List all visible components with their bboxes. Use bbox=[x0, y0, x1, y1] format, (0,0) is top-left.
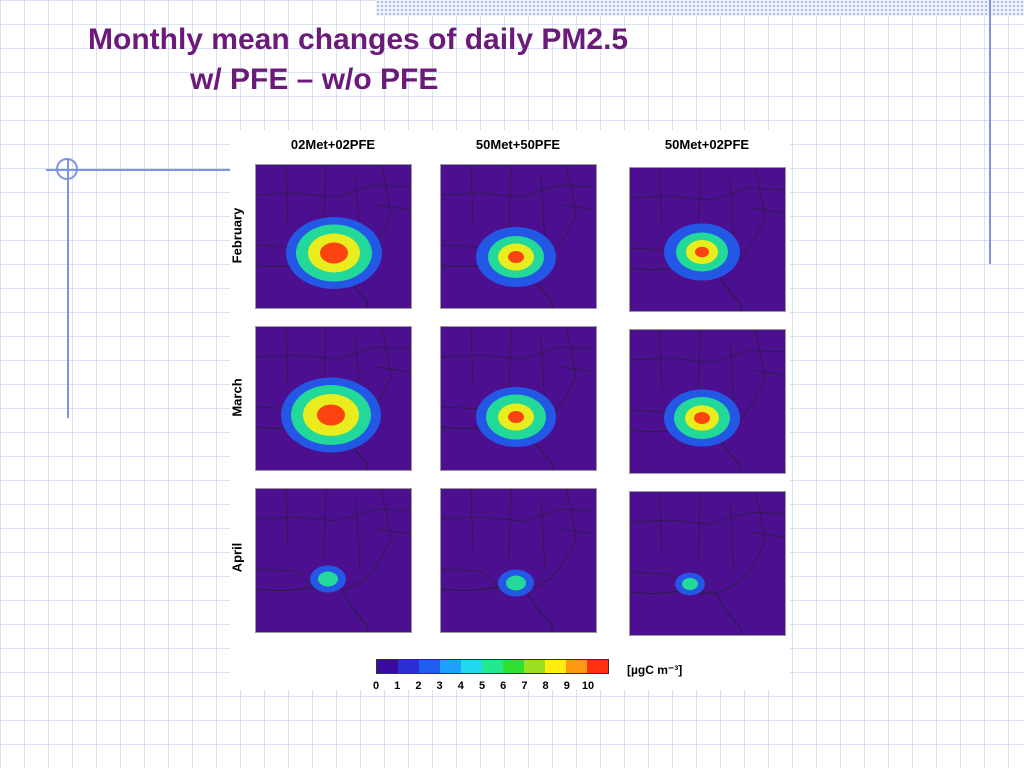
map-panel-march-3 bbox=[629, 329, 786, 474]
colorbar-tick-label: 7 bbox=[521, 680, 528, 692]
decorative-line-horizontal bbox=[46, 169, 230, 171]
map-panel-april-1 bbox=[255, 488, 412, 633]
slide-title: Monthly mean changes of daily PM2.5 w/ P… bbox=[88, 20, 628, 100]
title-line-1: Monthly mean changes of daily PM2.5 bbox=[88, 23, 629, 56]
colorbar-tick-label: 5 bbox=[478, 680, 486, 692]
colorbar-swatch bbox=[440, 660, 461, 673]
map-panel-february-2 bbox=[440, 164, 597, 309]
colorbar-tick-label: 6 bbox=[500, 680, 507, 692]
colorbar-tick-label: 3 bbox=[436, 680, 443, 692]
colorbar-tick-label: 9 bbox=[563, 680, 570, 692]
colorbar-swatch bbox=[461, 660, 482, 673]
column-header-3: 50Met+02PFE bbox=[664, 137, 750, 152]
decorative-line-left bbox=[67, 160, 69, 418]
colorbar-swatch bbox=[587, 660, 608, 673]
column-header-2: 50Met+50PFE bbox=[475, 137, 561, 152]
row-label-february: February bbox=[229, 207, 245, 264]
row-label-march: March bbox=[229, 378, 245, 417]
colorbar-swatch bbox=[566, 660, 587, 673]
column-header-1: 02Met+02PFE bbox=[290, 137, 376, 152]
colorbar-swatch bbox=[377, 660, 398, 673]
colorbar-tick-label: 4 bbox=[457, 680, 464, 692]
colorbar-unit: [µgC m⁻³] bbox=[627, 663, 683, 677]
colorbar-tick-label: 10 bbox=[581, 680, 595, 692]
map-panel-march-1 bbox=[255, 326, 412, 471]
colorbar-swatch bbox=[545, 660, 566, 673]
map-panel-april-3 bbox=[629, 491, 786, 636]
title-line-2: w/ PFE – w/o PFE bbox=[190, 63, 439, 96]
map-panel-april-2 bbox=[440, 488, 597, 633]
colorbar-swatch bbox=[503, 660, 524, 673]
map-panel-march-2 bbox=[440, 326, 597, 471]
colorbar-tick-label: 2 bbox=[415, 680, 422, 692]
colorbar-swatch bbox=[524, 660, 545, 673]
decorative-line-right bbox=[989, 0, 991, 264]
colorbar-swatch bbox=[398, 660, 419, 673]
colorbar-swatch bbox=[482, 660, 503, 673]
colorbar-swatch bbox=[419, 660, 440, 673]
map-panel-february-3 bbox=[629, 167, 786, 312]
header-decoration-band bbox=[376, 0, 1024, 16]
colorbar-tick-label: 8 bbox=[542, 680, 549, 692]
colorbar bbox=[376, 659, 609, 674]
colorbar-tick-label: 0 bbox=[372, 680, 380, 692]
colorbar-tick-label: 1 bbox=[394, 680, 401, 692]
map-panel-february-1 bbox=[255, 164, 412, 309]
row-label-april: April bbox=[229, 542, 245, 573]
decorative-circle bbox=[56, 158, 78, 180]
